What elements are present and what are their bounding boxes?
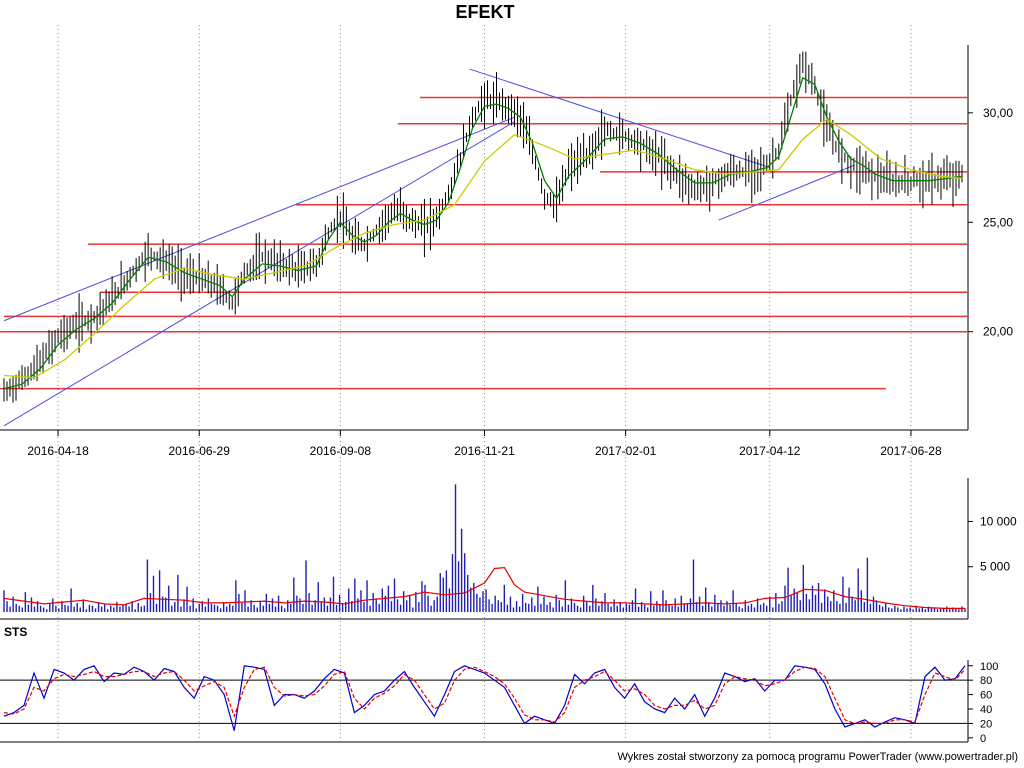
sts-k-line — [3, 665, 966, 731]
price-y-tick-label: 25,00 — [983, 215, 1013, 229]
price-y-tick-label: 30,00 — [983, 106, 1013, 120]
x-tick-label: 2017-02-01 — [595, 444, 657, 458]
volume-average-line — [3, 566, 965, 609]
sts-d-line — [3, 666, 966, 725]
x-tick-label: 2016-11-21 — [454, 444, 515, 458]
sts-y-tick-label: 0 — [980, 733, 986, 745]
x-tick-label: 2016-06-29 — [169, 444, 231, 458]
x-tick-label: 2016-04-18 — [27, 444, 89, 458]
trend-line — [3, 116, 515, 322]
x-tick-label: 2017-04-12 — [739, 444, 801, 458]
footer-credit: Wykres został stworzony za pomocą progra… — [617, 751, 1018, 763]
x-tick-label: 2016-09-08 — [310, 444, 372, 458]
volume-bars — [3, 484, 966, 612]
trend-line — [718, 164, 855, 221]
price-y-tick-label: 20,00 — [983, 325, 1013, 339]
candles — [3, 51, 963, 403]
volume-y-tick-label: 10 000 — [980, 514, 1017, 528]
sts-y-tick-label: 80 — [980, 675, 992, 687]
x-tick-label: 2017-06-28 — [880, 444, 942, 458]
volume-y-tick-label: 5 000 — [980, 560, 1010, 574]
sts-panel-label: STS — [4, 625, 28, 639]
chart-title: EFEKT — [455, 2, 515, 22]
sts-y-tick-label: 40 — [980, 704, 992, 716]
sts-y-tick-label: 100 — [980, 661, 998, 673]
sts-y-tick-label: 20 — [980, 718, 992, 730]
moving-average-line — [3, 118, 963, 379]
sts-y-tick-label: 60 — [980, 690, 992, 702]
moving-average-line — [3, 76, 963, 390]
